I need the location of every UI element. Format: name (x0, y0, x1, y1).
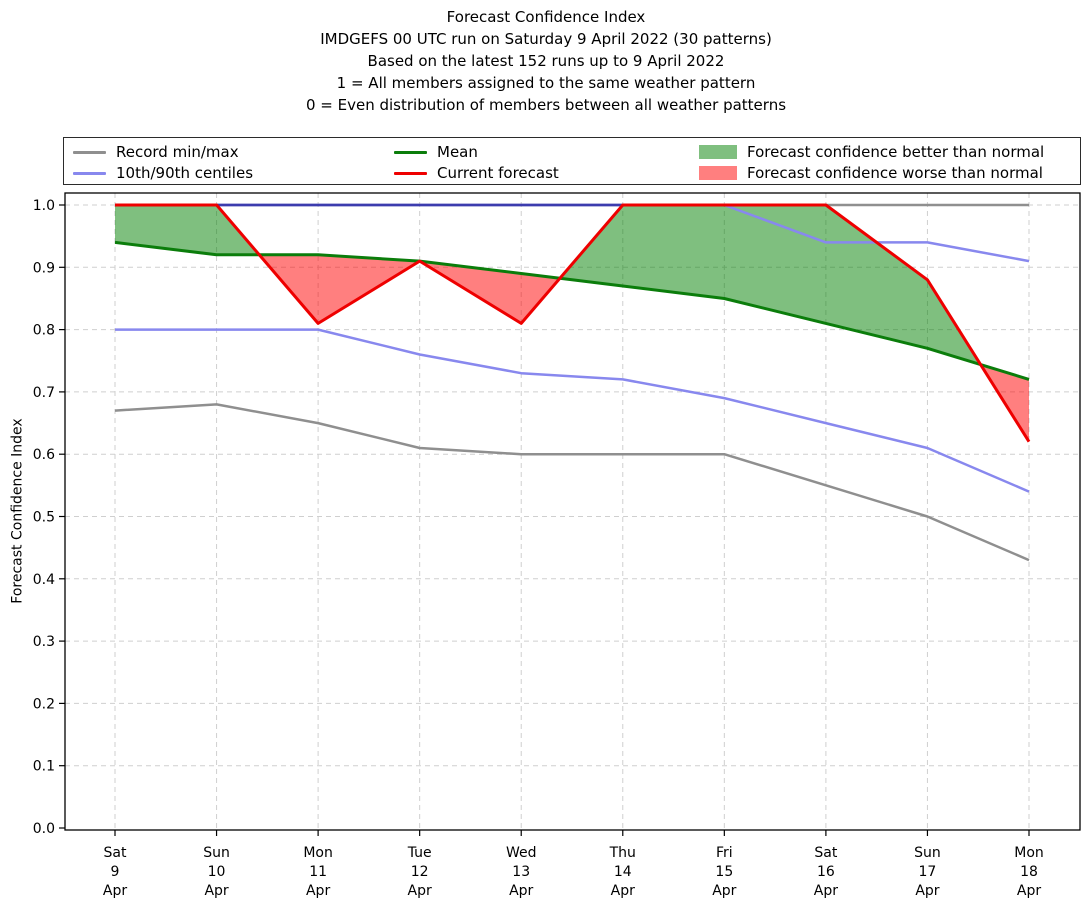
y-tick-label: 0.7 (33, 385, 55, 401)
legend: Record min/max 10th/90th centiles Mean Curr… (63, 137, 1081, 185)
x-tick-label: Apr (814, 883, 838, 899)
10th-centile-line (115, 328, 1030, 493)
y-tick-label: 1.0 (33, 198, 55, 214)
x-tick-label: Apr (611, 883, 635, 899)
x-tick-label: Apr (204, 883, 228, 899)
y-tick-label: 0.3 (33, 634, 55, 650)
legend-item-record-min-max: Record min/max (73, 142, 239, 162)
axes (59, 192, 1081, 836)
mean-line (114, 240, 1030, 381)
x-tick-label: Mon (1014, 845, 1044, 861)
chart-note-one: 1 = All members assigned to the same wea… (336, 74, 756, 92)
y-tick-label: 0.6 (33, 447, 55, 463)
x-tick-label: 9 (111, 864, 120, 880)
fill-worse-than-normal (419, 261, 560, 324)
series-lines (114, 203, 1031, 562)
chart-subtitle-run: IMDGEFS 00 UTC run on Saturday 9 April 2… (320, 30, 772, 48)
y-tick-label: 0.8 (33, 323, 55, 339)
legend-label: Forecast confidence better than normal (747, 143, 1045, 161)
x-tick-label: Tue (407, 845, 432, 861)
x-tick-label: Sat (104, 845, 127, 861)
legend-label: Current forecast (437, 164, 559, 182)
y-tick-label: 0.2 (33, 696, 55, 712)
legend-label: Forecast confidence worse than normal (747, 164, 1043, 182)
legend-patch-swatch (699, 145, 737, 159)
y-tick-label: 0.4 (33, 572, 55, 588)
x-tick-label: Apr (306, 883, 330, 899)
x-tick-label: Thu (609, 845, 636, 861)
x-tick-label: Apr (103, 883, 127, 899)
chart-title: Forecast Confidence Index (446, 8, 646, 26)
legend-line-swatch (73, 150, 106, 154)
x-tick-label: Fri (716, 845, 733, 861)
y-tick-label: 0.5 (33, 510, 55, 526)
y-tick-label: 0.0 (33, 821, 55, 837)
x-tick-label: Wed (506, 845, 537, 861)
confidence-fills (115, 205, 1029, 442)
y-tick-labels: 0.0 0.1 0.2 0.3 0.4 0.5 0.6 0.7 0.8 0.9 1.0 (33, 198, 55, 837)
legend-line-swatch (73, 171, 106, 175)
x-tick-label: Apr (1017, 883, 1041, 899)
record-min-line (114, 403, 1030, 562)
x-tick-label: 10 (208, 864, 226, 880)
x-tick-label: 11 (309, 864, 327, 880)
x-tick-label: 17 (919, 864, 937, 880)
y-tick-label: 0.9 (33, 260, 55, 276)
x-tick-labels: Sat 9 Apr Sun 10 Apr Mon 11 Apr Tue 12 Apr Wed 13 Apr T… (103, 845, 1044, 899)
y-tick-label: 0.1 (33, 759, 55, 775)
x-tick-label: Sat (814, 845, 837, 861)
fill-better-than-normal (115, 205, 260, 255)
x-tick-label: Sun (203, 845, 230, 861)
chart-note-zero: 0 = Even distribution of members between… (305, 96, 787, 114)
legend-label: Record min/max (116, 143, 239, 161)
legend-item-forecast-confidence-worse-than-normal: Forecast confidence worse than normal (699, 163, 1043, 183)
x-tick-label: 18 (1020, 864, 1038, 880)
x-tick-label: Apr (408, 883, 432, 899)
legend-line-swatch (394, 171, 427, 175)
plot-border (64, 192, 1081, 831)
legend-patch-swatch (699, 166, 737, 180)
x-tick-label: Mon (303, 845, 333, 861)
x-tick-label: Apr (915, 883, 939, 899)
legend-item-10th-90th-centiles: 10th/90th centiles (73, 163, 253, 183)
x-tick-label: 16 (817, 864, 835, 880)
legend-label: Mean (437, 143, 478, 161)
fill-worse-than-normal (259, 254, 420, 324)
legend-item-current-forecast: Current forecast (394, 163, 559, 183)
chart-title-block: Forecast Confidence Index IMDGEFS 00 UTC… (0, 6, 1092, 116)
chart-subtitle-basis: Based on the latest 152 runs up to 9 Apr… (367, 52, 725, 70)
legend-item-mean: Mean (394, 142, 478, 162)
x-tick-label: Apr (509, 883, 533, 899)
x-tick-label: 12 (411, 864, 429, 880)
fill-better-than-normal (559, 205, 981, 365)
x-tick-label: 15 (715, 864, 733, 880)
legend-item-forecast-confidence-better-than-normal: Forecast confidence better than normal (699, 142, 1044, 162)
x-tick-label: 14 (614, 864, 632, 880)
legend-line-swatch (394, 150, 427, 154)
x-tick-label: Sun (914, 845, 941, 861)
legend-label: 10th/90th centiles (116, 164, 254, 182)
x-tick-label: 13 (512, 864, 530, 880)
current-forecast-line (115, 203, 1031, 443)
x-tick-label: Apr (712, 883, 736, 899)
